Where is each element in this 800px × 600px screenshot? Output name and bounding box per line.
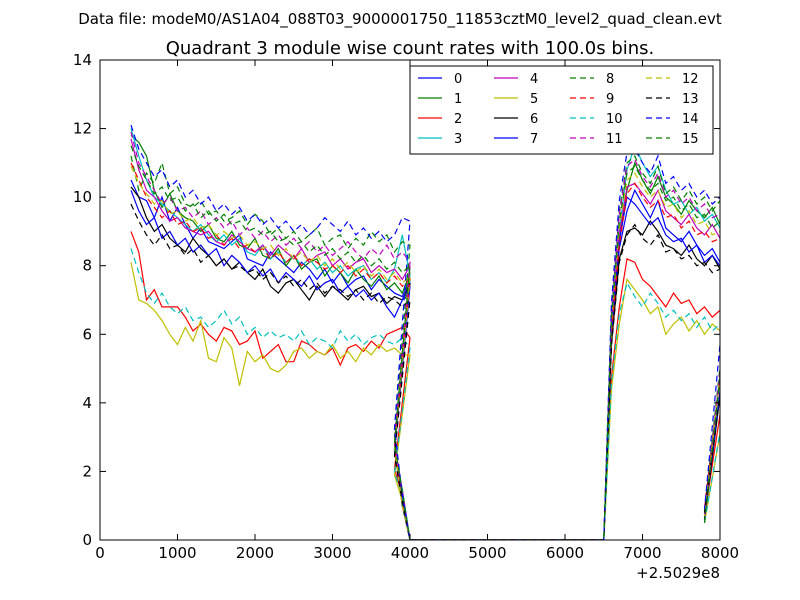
series-line-8 bbox=[130, 155, 720, 540]
x-tick-label-8: 8000 bbox=[701, 544, 739, 562]
legend-label-2: 2 bbox=[454, 112, 462, 127]
x-tick-label-7: 7000 bbox=[623, 544, 661, 562]
legend-label-7: 7 bbox=[530, 132, 538, 147]
legend-label-14: 14 bbox=[682, 112, 699, 127]
y-tick-label-2: 4 bbox=[82, 394, 92, 412]
legend-label-1: 1 bbox=[454, 92, 462, 107]
x-tick-label-6: 6000 bbox=[546, 544, 584, 562]
legend-label-13: 13 bbox=[682, 92, 699, 107]
axis-ticks: 0 1000 2000 3000 4000 5000 6000 7000 80000246810… bbox=[73, 51, 739, 562]
legend-label-4: 4 bbox=[530, 72, 538, 87]
x-tick-label-2: 2000 bbox=[236, 544, 274, 562]
legend-label-3: 3 bbox=[454, 132, 462, 147]
legend-label-8: 8 bbox=[606, 72, 614, 87]
y-tick-label-6: 12 bbox=[73, 120, 92, 138]
series-lines bbox=[130, 124, 720, 540]
legend-label-9: 9 bbox=[606, 92, 614, 107]
x-tick-label-5: 5000 bbox=[468, 544, 506, 562]
legend-label-10: 10 bbox=[606, 112, 623, 127]
y-tick-label-5: 10 bbox=[73, 188, 92, 206]
series-line-7 bbox=[130, 190, 720, 540]
legend-label-5: 5 bbox=[530, 92, 538, 107]
series-line-4 bbox=[130, 138, 720, 540]
y-tick-label-1: 2 bbox=[82, 462, 92, 480]
x-offset-label: +2.5029e8 bbox=[636, 564, 720, 582]
x-tick-label-1: 1000 bbox=[158, 544, 196, 562]
series-line-11 bbox=[130, 131, 720, 540]
series-line-5 bbox=[130, 262, 720, 540]
series-line-2 bbox=[130, 231, 720, 540]
x-tick-label-4: 4000 bbox=[391, 544, 429, 562]
y-tick-label-7: 14 bbox=[73, 51, 92, 69]
series-line-9 bbox=[130, 162, 720, 540]
series-line-13 bbox=[130, 203, 720, 540]
legend-label-0: 0 bbox=[454, 72, 462, 87]
legend-label-11: 11 bbox=[606, 132, 623, 147]
legend-label-6: 6 bbox=[530, 112, 538, 127]
y-tick-label-3: 6 bbox=[82, 325, 92, 343]
series-line-10 bbox=[130, 248, 720, 540]
legend-label-15: 15 bbox=[682, 132, 699, 147]
legend-frame bbox=[409, 65, 714, 155]
legend-label-12: 12 bbox=[682, 72, 699, 87]
suptitle: Data file: modeM0/AS1A04_088T03_90000017… bbox=[78, 10, 722, 29]
series-line-12 bbox=[130, 166, 720, 540]
x-tick-label-3: 3000 bbox=[313, 544, 351, 562]
series-line-0 bbox=[130, 179, 720, 540]
series-line-6 bbox=[130, 186, 720, 540]
x-tick-label-0: 0 bbox=[95, 544, 105, 562]
plot-frame bbox=[99, 59, 721, 541]
y-tick-label-4: 8 bbox=[82, 257, 92, 275]
chart-title: Quadrant 3 module wise count rates with … bbox=[166, 38, 655, 59]
y-tick-label-0: 0 bbox=[82, 531, 92, 549]
series-line-15 bbox=[130, 145, 720, 540]
